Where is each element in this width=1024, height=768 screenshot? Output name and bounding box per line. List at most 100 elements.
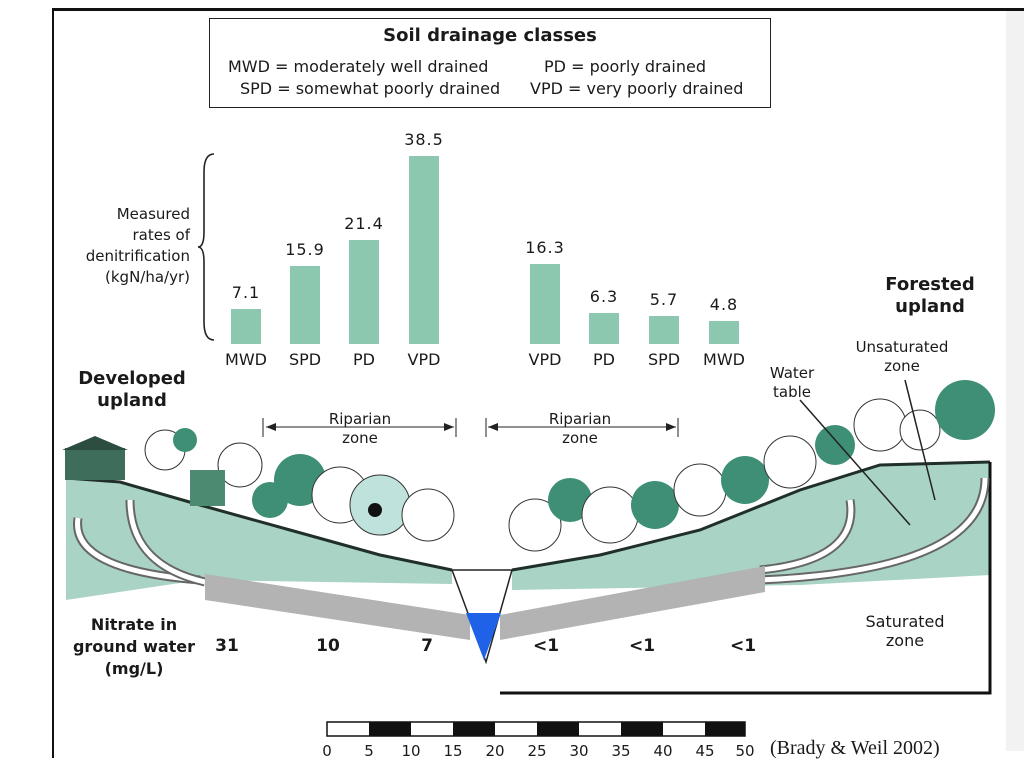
legend-item-pd: PD = poorly drained: [544, 57, 706, 76]
bar-value-label: 6.3: [589, 287, 619, 307]
legend-abbr: SPD: [240, 79, 273, 98]
trees-right: [508, 380, 995, 552]
bar-value-label: 5.7: [649, 290, 679, 310]
label-line: Nitrate in: [90, 615, 178, 634]
bar-value-label: 21.4: [344, 213, 384, 233]
label-line: zone: [342, 429, 378, 447]
bar-right-vpd: [530, 264, 560, 344]
riparian-arrow-right: [485, 418, 679, 437]
forested-upland-label: Forested upland: [870, 274, 990, 318]
label-line: Developed: [78, 368, 186, 389]
riparian-arrow-left: [262, 418, 457, 437]
bar-category-label: MWD: [225, 350, 267, 369]
ylabel-line: denitrification: [85, 247, 190, 265]
scale-label: 15: [443, 742, 463, 760]
nitrate-value: 7: [421, 636, 433, 656]
bar-value-label: 15.9: [285, 240, 325, 260]
bar-category-label: SPD: [647, 350, 681, 369]
label-line: Unsaturated: [855, 338, 949, 356]
nitrate-value: 10: [316, 636, 340, 656]
nitrate-value: <1: [628, 636, 656, 656]
scale-label: 10: [401, 742, 421, 760]
nitrate-value: <1: [532, 636, 560, 656]
scale-label: 45: [695, 742, 715, 760]
flow-band-left: [205, 574, 470, 640]
legend-abbr: VPD: [530, 79, 563, 98]
frame-top-border: [52, 8, 1024, 11]
legend-sep: =: [275, 57, 289, 76]
developed-upland-label: Developed upland: [72, 368, 192, 412]
bar-category-label: PD: [353, 350, 375, 369]
bar-value-label: 38.5: [404, 130, 444, 149]
bar-left-mwd: [231, 309, 261, 344]
nitrate-value: <1: [729, 636, 757, 656]
flow-band-right: [500, 566, 765, 640]
label-line: zone: [562, 429, 598, 447]
stream-water: [466, 613, 501, 660]
scale-label: 5: [364, 742, 374, 760]
label-line: Forested: [885, 274, 975, 295]
riparian-zone-right-label: Riparian zone: [530, 410, 630, 448]
scale-bar: [326, 721, 746, 737]
bar-value-label: 7.1: [231, 283, 261, 303]
label-line: Saturated: [865, 612, 945, 631]
scale-label: 35: [611, 742, 631, 760]
legend-item-spd: SPD = somewhat poorly drained: [240, 79, 500, 98]
legend-item-vpd: VPD = very poorly drained: [530, 79, 743, 98]
label-line: zone: [884, 357, 920, 375]
scale-label: 25: [527, 742, 547, 760]
label-line: upland: [895, 296, 965, 317]
legend-meaning: very poorly drained: [586, 79, 744, 98]
scale-label: 20: [485, 742, 505, 760]
scale-label: 0: [322, 742, 332, 760]
bar-category-label: PD: [593, 350, 615, 369]
bar-category-label: VPD: [528, 350, 562, 369]
label-line: zone: [885, 631, 925, 650]
nitrate-label: Nitrate in ground water (mg/L): [64, 614, 204, 680]
label-line: upland: [97, 390, 167, 411]
bar-right-spd: [649, 316, 679, 344]
bar-category-label: SPD: [288, 350, 322, 369]
ylabel-line: rates of: [132, 226, 190, 244]
legend-item-mwd: MWD = moderately well drained: [228, 57, 488, 76]
bar-right-mwd: [709, 320, 739, 344]
legend-abbr: MWD: [228, 57, 270, 76]
bar-value-label: 16.3: [525, 238, 565, 258]
legend-sep: =: [277, 79, 291, 98]
trees-left: [62, 428, 455, 542]
legend-sep: =: [568, 79, 582, 98]
water-table-label: Water table: [752, 364, 832, 402]
chart-y-axis-label: Measured rates of denitrification (kgN/h…: [60, 204, 190, 288]
label-line: table: [773, 383, 811, 401]
curly-brace-icon: [197, 153, 215, 341]
bar-category-label: VPD: [407, 350, 441, 369]
frame-right-shade: [1006, 11, 1024, 751]
label-line: Water: [769, 364, 815, 382]
bar-value-label: 4.8: [709, 294, 739, 314]
bar-left-spd: [290, 266, 320, 344]
label-line: (mg/L): [104, 659, 164, 678]
riparian-zone-left-label: Riparian zone: [310, 410, 410, 448]
bar-category-label: MWD: [703, 350, 745, 369]
saturated-zone-label: Saturated zone: [850, 612, 960, 650]
bar-left-vpd: [409, 156, 439, 344]
legend-title: Soil drainage classes: [383, 25, 597, 46]
legend-box: Soil drainage classes MWD = moderately w…: [209, 18, 771, 108]
unsaturated-zone-label: Unsaturated zone: [842, 338, 962, 376]
ylabel-line: Measured: [116, 205, 190, 223]
bar-left-pd: [349, 239, 379, 344]
legend-meaning: somewhat poorly drained: [295, 79, 501, 98]
legend-meaning: poorly drained: [589, 57, 706, 76]
legend-sep: =: [571, 57, 585, 76]
bar-right-pd: [589, 313, 619, 344]
scale-label: 50: [735, 742, 755, 760]
label-line: ground water: [72, 637, 196, 656]
frame-left-border: [52, 8, 54, 758]
label-line: Riparian: [328, 410, 392, 428]
legend-meaning: moderately well drained: [293, 57, 489, 76]
nitrate-value: 31: [215, 636, 239, 656]
ground-right: [512, 462, 990, 590]
legend-abbr: PD: [544, 57, 566, 76]
ylabel-line: (kgN/ha/yr): [105, 268, 190, 286]
